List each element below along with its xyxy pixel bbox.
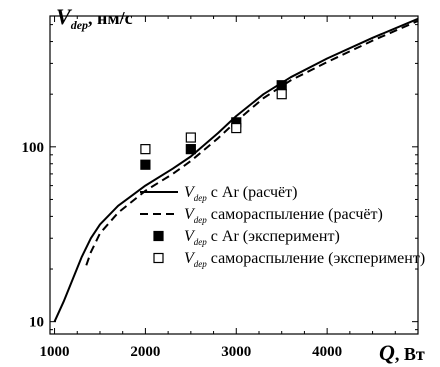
legend-entry-label: Vdep с Ar (эксперимент) <box>184 228 340 247</box>
data-point-ar-exp <box>276 80 287 91</box>
series-line-ar-calc <box>53 17 419 323</box>
data-point-self-exp <box>140 144 151 155</box>
series-layer <box>53 17 419 323</box>
y-axis-title: Vdep, нм/с <box>56 4 133 32</box>
axes: 1000 2000 3000 4000 10 100 <box>22 15 419 360</box>
data-point-ar-exp <box>140 159 151 170</box>
plot-frame <box>49 15 419 335</box>
x-tick-label: 1000 <box>40 344 70 360</box>
x-tick-label: 2000 <box>130 344 160 360</box>
data-point-self-exp <box>185 132 196 143</box>
x-tick-label: 3000 <box>221 344 251 360</box>
legend-swatch-square <box>153 252 164 264</box>
legend: Vdep с Ar (расчёт) Vdep самораспыление (р… <box>140 184 425 269</box>
data-point-ar-exp <box>185 144 196 155</box>
legend-entry-label: Vdep самораспыление (расчёт) <box>184 206 383 225</box>
x-axis-title: Q, Вт <box>379 340 425 365</box>
y-tick-label: 100 <box>22 140 45 156</box>
legend-swatch-square <box>153 230 164 242</box>
data-point-self-exp <box>276 89 287 100</box>
y-tick-label: 10 <box>29 315 44 331</box>
series-line-self-calc <box>85 19 419 266</box>
legend-entry-label: Vdep с Ar (расчёт) <box>184 184 297 203</box>
legend-entry-label: Vdep самораспыление (эксперимент) <box>184 250 425 269</box>
data-point-self-exp <box>231 122 242 134</box>
x-tick-label: 4000 <box>312 344 342 360</box>
axis-titles: Vdep, нм/с Q, Вт <box>56 4 425 365</box>
